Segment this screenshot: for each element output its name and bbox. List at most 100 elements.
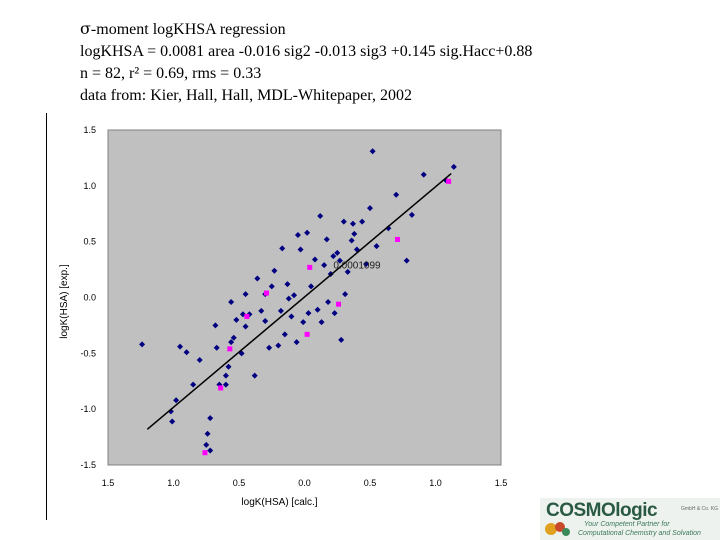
chart-header: σ-moment logKHSA regression logKHSA = 0.…	[80, 18, 700, 107]
data-points	[139, 148, 457, 456]
data-point-diamond	[338, 336, 345, 343]
data-point-diamond	[344, 268, 351, 275]
logo-tagline-2: Computational Chemistry and Solvation	[578, 530, 701, 537]
data-point-diamond	[297, 246, 304, 253]
data-point-square	[202, 450, 208, 456]
y-tick-label: -1.0	[80, 404, 96, 414]
logo-tagline-1: Your Competent Partner for	[584, 521, 670, 528]
header-line-1: σ-moment logKHSA regression	[80, 18, 700, 41]
data-point-diamond	[291, 292, 298, 299]
data-point-diamond	[288, 313, 295, 320]
data-point-diamond	[311, 256, 318, 263]
data-point-diamond	[305, 310, 312, 317]
molecule-icon	[545, 522, 570, 536]
y-tick-label: 1.5	[83, 125, 96, 135]
data-point-diamond	[450, 163, 457, 170]
cosmologic-logo: COSMOlogic GmbH & Co. KG Your Competent …	[540, 498, 720, 540]
data-point-diamond	[228, 298, 235, 305]
data-point-diamond	[331, 310, 338, 317]
data-point-diamond	[403, 257, 410, 264]
x-tick-label: 1.0	[429, 478, 442, 488]
chart-annotation: 0.0001099	[333, 260, 381, 271]
x-tick-label: 1.5	[102, 478, 115, 488]
data-point-diamond	[139, 341, 146, 348]
data-point-diamond	[314, 306, 321, 313]
data-point-diamond	[304, 229, 311, 236]
data-point-diamond	[363, 261, 370, 267]
data-point-diamond	[308, 283, 315, 290]
data-point-diamond	[369, 148, 376, 155]
data-point-diamond	[321, 262, 328, 269]
data-point-diamond	[385, 225, 392, 232]
data-point-diamond	[266, 344, 273, 351]
data-point-square	[218, 385, 224, 391]
data-point-diamond	[284, 281, 291, 288]
data-point-diamond	[325, 298, 332, 305]
regression-title: -moment logKHSA regression	[90, 21, 286, 38]
logo-company-suffix: GmbH & Co. KG	[681, 506, 718, 512]
data-point-diamond	[222, 372, 229, 379]
data-source: data from: Kier, Hall, Hall, MDL-Whitepa…	[80, 87, 412, 104]
data-point-diamond	[242, 291, 249, 298]
data-point-diamond	[359, 218, 366, 225]
data-point-diamond	[233, 316, 240, 323]
data-point-diamond	[228, 339, 235, 346]
data-point-diamond	[183, 349, 190, 356]
y-tick-label: 1.0	[83, 181, 96, 191]
data-point-diamond	[293, 339, 300, 346]
data-point-diamond	[169, 418, 176, 425]
x-tick-label: 1.5	[495, 478, 508, 488]
data-point-diamond	[196, 357, 203, 364]
x-tick-label: 0.0	[298, 478, 311, 488]
y-tick-label: -1.5	[80, 460, 96, 470]
regression-equation: logKHSA = 0.0081 area -0.016 sig2 -0.013…	[80, 43, 533, 60]
data-point-diamond	[294, 231, 301, 238]
data-point-diamond	[349, 220, 356, 227]
y-tick-label: 0.5	[83, 237, 96, 247]
x-axis-ticks: 1.5 1.0 0.5 0.0 0.5 1.0 1.5	[102, 478, 508, 488]
data-point-square	[264, 290, 270, 296]
y-axis-ticks: 1.5 1.0 0.5 0.0 -0.5 -1.0 -1.5	[80, 125, 96, 470]
data-point-diamond	[285, 295, 292, 302]
data-point-diamond	[190, 381, 197, 388]
data-point-square	[395, 236, 401, 242]
y-tick-label: 0.0	[83, 293, 96, 303]
data-point-diamond	[279, 245, 286, 252]
data-point-square	[244, 313, 250, 319]
data-point-diamond	[373, 243, 380, 250]
x-tick-label: 0.5	[233, 478, 246, 488]
data-point-diamond	[367, 205, 373, 212]
data-point-diamond	[251, 372, 258, 379]
y-tick-label: -0.5	[80, 348, 96, 358]
data-point-diamond	[300, 319, 307, 326]
data-point-diamond	[281, 331, 288, 338]
chart-frame: 1.5 1.0 0.5 0.0 0.5 1.0 1.5 1.5 1.0 0.5 0.0 -0.5 -1…	[46, 113, 523, 520]
data-point-diamond	[212, 322, 219, 329]
data-point-square	[446, 178, 452, 184]
data-point-diamond	[275, 342, 282, 349]
data-point-diamond	[203, 441, 210, 448]
data-point-diamond	[317, 212, 324, 219]
data-point-square	[307, 264, 313, 270]
x-tick-label: 0.5	[364, 478, 377, 488]
data-point-diamond	[258, 307, 265, 314]
data-point-diamond	[238, 350, 245, 357]
regression-line	[146, 172, 452, 430]
data-point-diamond	[393, 191, 400, 198]
data-point-diamond	[334, 249, 341, 256]
data-point-square	[227, 346, 233, 352]
data-point-diamond	[262, 317, 269, 324]
data-point-diamond	[222, 381, 229, 388]
data-point-diamond	[420, 171, 427, 178]
data-point-diamond	[204, 430, 211, 437]
x-tick-label: 1.0	[167, 478, 180, 488]
data-point-diamond	[271, 267, 278, 274]
data-point-diamond	[323, 236, 330, 243]
data-point-diamond	[177, 343, 184, 350]
data-point-diamond	[336, 257, 343, 264]
data-point-diamond	[408, 211, 415, 218]
data-point-diamond	[330, 253, 337, 260]
data-point-diamond	[268, 283, 275, 290]
y-axis-label: logK(HSA) [exp.]	[59, 264, 70, 339]
data-point-diamond	[173, 397, 180, 404]
